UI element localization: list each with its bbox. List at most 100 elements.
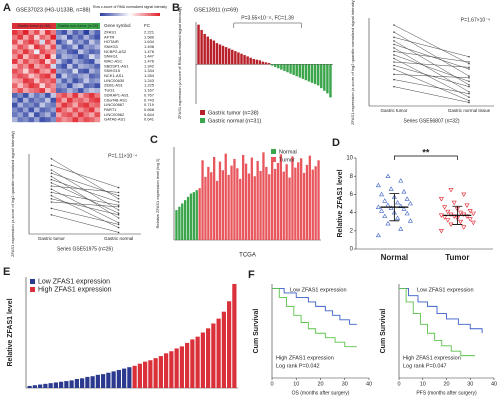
pair-point xyxy=(468,75,470,77)
heatmap-cell xyxy=(56,102,62,108)
heatmap-cell xyxy=(78,92,84,98)
fc-value: 1.284 xyxy=(144,73,155,78)
panel-letter: D xyxy=(332,137,340,149)
heatmap-cell xyxy=(61,88,68,94)
data-point xyxy=(382,198,388,203)
bar xyxy=(158,356,163,388)
heatmap-cell xyxy=(17,83,24,89)
x-tick-label: 0 xyxy=(397,381,400,387)
column-header: FC xyxy=(144,23,151,28)
heatmap-cell xyxy=(89,39,95,45)
bar xyxy=(258,60,262,65)
x-tick-label: 10 xyxy=(293,381,299,387)
heatmap-cell xyxy=(78,59,84,65)
bar xyxy=(59,381,64,388)
bar xyxy=(301,64,305,79)
heatmap-cell xyxy=(56,34,62,40)
bar xyxy=(69,380,74,388)
pair-line xyxy=(51,214,119,233)
heatmap-cell xyxy=(34,107,40,113)
pair-point xyxy=(50,214,53,216)
y-tick-label: 10 xyxy=(346,156,353,162)
data-point xyxy=(448,212,454,218)
bar xyxy=(215,43,219,65)
bar xyxy=(164,353,169,388)
heatmap-cell xyxy=(78,97,84,103)
x-tick-label: 40 xyxy=(366,381,372,387)
y-axis-label: ZFAS1 expression (z-score of log2 quanti… xyxy=(350,0,355,125)
pair-point xyxy=(50,207,53,210)
gene-label: C6orf48-AS1 xyxy=(104,97,128,102)
legend-swatch xyxy=(200,118,205,123)
heatmap-cell xyxy=(23,78,29,84)
bar xyxy=(329,64,332,98)
pair-point xyxy=(468,84,470,86)
gene-label: ZFAS1 xyxy=(104,29,117,34)
heatmap-cell xyxy=(89,78,95,84)
heatmap-cell xyxy=(89,88,95,94)
data-point xyxy=(458,219,464,225)
annotation: P=1.11×10⁻⁴ xyxy=(108,153,137,159)
heatmap-cell xyxy=(34,34,40,40)
fc-value: 1.167 xyxy=(144,88,155,93)
x-axis-label: PFS (months after surgery) xyxy=(416,390,477,396)
heatmap-cell xyxy=(83,97,90,103)
heatmap-cell xyxy=(67,39,73,45)
heatmap-cell xyxy=(78,83,84,89)
fc-value: 1.447 xyxy=(144,54,155,59)
heatmap-cell xyxy=(67,68,73,74)
bar xyxy=(32,385,37,388)
heatmap-cell xyxy=(17,30,24,36)
heatmap-cell xyxy=(23,117,29,123)
data-point xyxy=(438,229,444,234)
data-point xyxy=(398,226,404,231)
y-axis-label: Relative ZFAS1 level xyxy=(337,169,344,237)
bar xyxy=(288,177,291,240)
bar xyxy=(221,311,226,388)
colorbar xyxy=(100,13,160,16)
data-point xyxy=(467,208,473,214)
heatmap-cell xyxy=(61,97,68,103)
gene-label: SNHG3 xyxy=(104,44,119,49)
heatmap-cell xyxy=(28,78,35,84)
heatmap-cell xyxy=(89,117,95,123)
heatmap-cell xyxy=(78,112,84,118)
data-point xyxy=(448,222,454,228)
bar xyxy=(273,168,277,240)
heatmap-cell xyxy=(67,117,73,123)
bar xyxy=(101,374,106,388)
heatmap-cell xyxy=(17,73,24,79)
annotation: P=3.55×10⁻¹¹, FC=1.39 xyxy=(241,15,294,21)
heatmap-cell xyxy=(56,44,62,50)
pair-point xyxy=(393,68,395,70)
bar xyxy=(43,383,48,388)
heatmap-cell xyxy=(28,34,35,40)
heatmap-cell xyxy=(28,107,35,113)
heatmap-cell xyxy=(94,78,101,84)
bar xyxy=(317,160,320,240)
heatmap-cell xyxy=(89,34,95,40)
pair-point xyxy=(117,194,120,197)
heatmap-cell xyxy=(56,63,62,69)
heatmap-cell xyxy=(28,39,35,45)
pair-point xyxy=(468,85,470,88)
heatmap-cell xyxy=(72,30,79,36)
bar xyxy=(295,64,298,77)
y-tick-label: 2 xyxy=(350,228,354,234)
heatmap-cell xyxy=(50,97,57,103)
bar xyxy=(189,193,193,240)
bar xyxy=(277,64,280,69)
heatmap-cell xyxy=(50,88,57,94)
heatmap-cell xyxy=(72,59,79,65)
heatmap-cell xyxy=(67,102,73,108)
pair-point xyxy=(50,172,53,174)
bar xyxy=(181,203,184,240)
pair-point xyxy=(50,158,53,160)
pair-point xyxy=(117,222,120,224)
heatmap-cell xyxy=(61,107,68,113)
heatmap-cell xyxy=(50,63,57,69)
pair-line xyxy=(393,24,470,64)
heatmap-cell xyxy=(94,39,101,45)
bar xyxy=(85,376,90,388)
heatmap-cell xyxy=(50,54,57,60)
